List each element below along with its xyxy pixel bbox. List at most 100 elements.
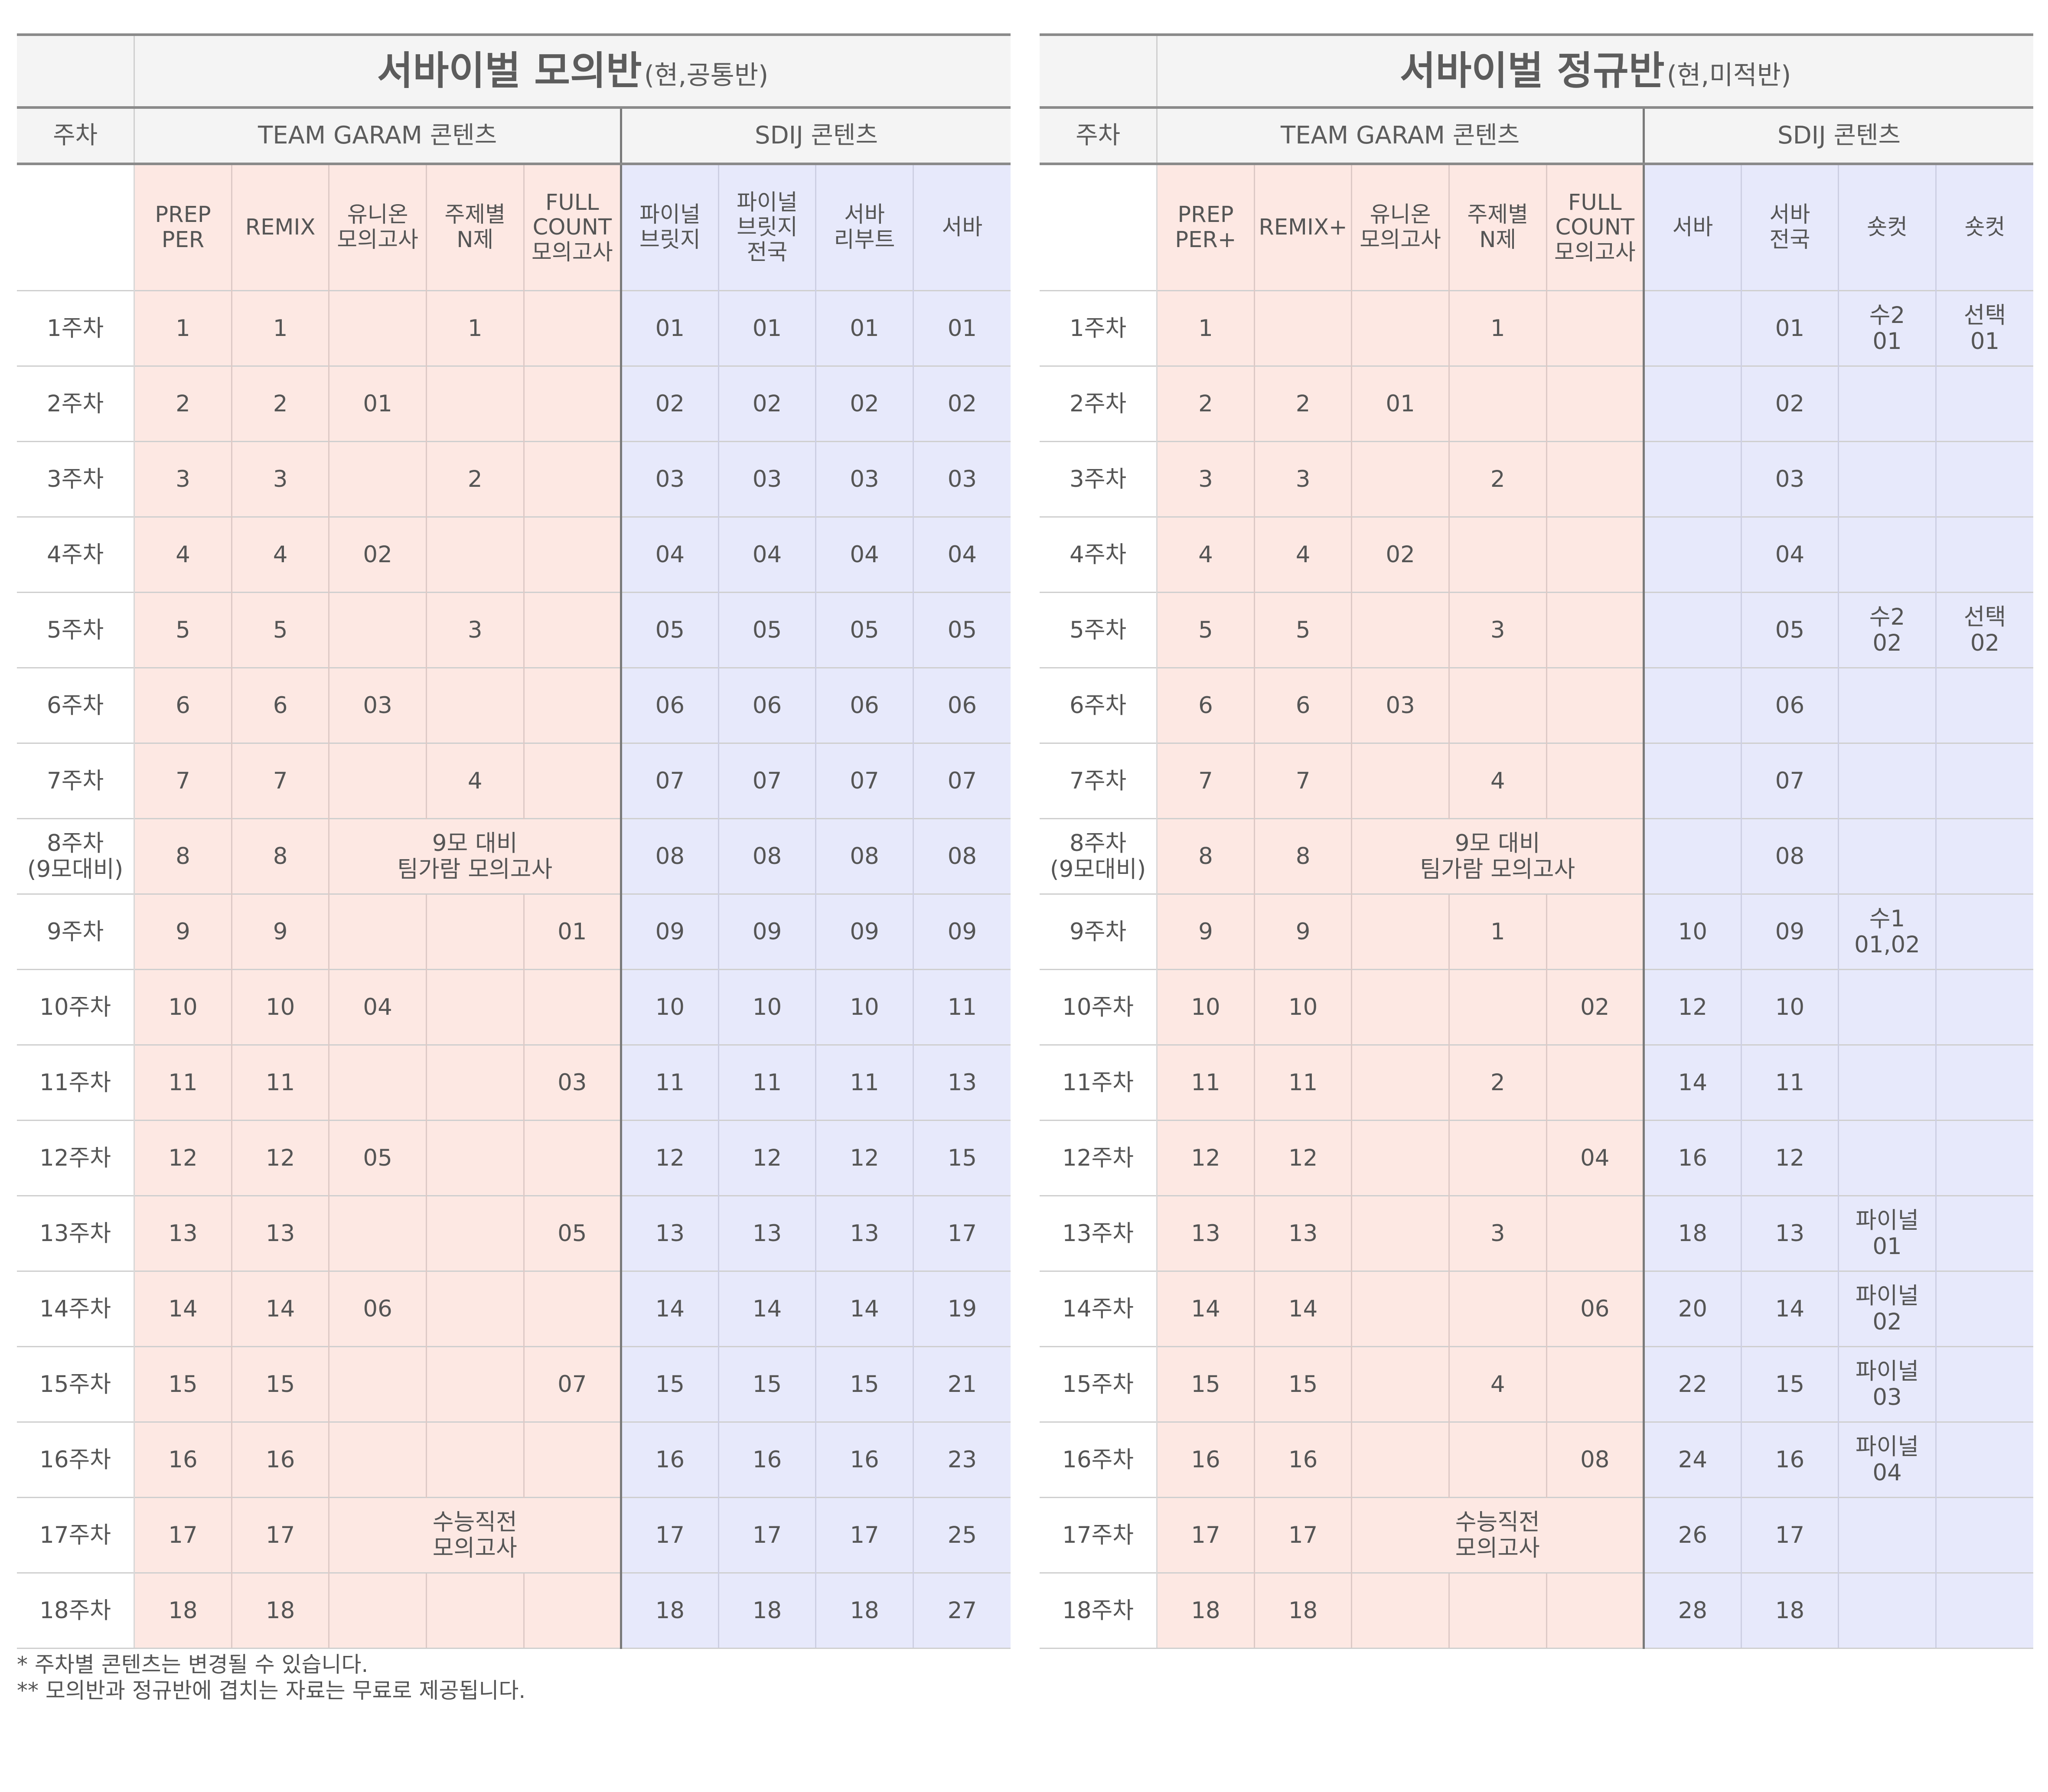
table-cell	[1546, 516, 1644, 593]
column-header: 유니온 모의고사	[1351, 163, 1449, 291]
table-cell: 13	[912, 1044, 1011, 1121]
table-cell: 17	[1253, 1497, 1352, 1573]
table-cell: 13	[1740, 1195, 1839, 1271]
table-cell	[523, 290, 621, 366]
table-cell: 15	[815, 1346, 913, 1422]
table-cell	[328, 1195, 427, 1271]
table-cell: 12	[620, 1120, 719, 1196]
table-cell: 05	[912, 592, 1011, 668]
table-cell: 06	[1740, 667, 1839, 743]
table-cell: 10	[815, 969, 913, 1045]
table-cell: 07	[1740, 743, 1839, 819]
table-cell: 02	[328, 516, 427, 593]
week-label: 18주차	[1040, 1572, 1158, 1649]
table-cell: 03	[328, 667, 427, 743]
table-cell: 16	[1740, 1421, 1839, 1498]
table-cell	[1838, 743, 1936, 819]
column-header-corner	[1040, 163, 1158, 291]
table-cell: 09	[912, 893, 1011, 970]
table-cell: 01	[1740, 290, 1839, 366]
table-cell: 05	[717, 592, 816, 668]
table-cell	[1546, 743, 1644, 819]
table-cell: 2	[134, 365, 232, 442]
week-label: 10주차	[1040, 969, 1158, 1045]
table-cell: 17	[620, 1497, 719, 1573]
table-cell: 01	[912, 290, 1011, 366]
table-cell: 4	[425, 743, 524, 819]
table-cell: 01	[815, 290, 913, 366]
table-cell: 16	[1156, 1421, 1255, 1498]
table-cell	[1838, 365, 1936, 442]
table-cell	[1935, 1120, 2033, 1196]
table-cell: 4	[1253, 516, 1352, 593]
table-cell	[1838, 1572, 1936, 1649]
table-cell	[523, 1572, 621, 1649]
table-cell: 4	[1448, 743, 1547, 819]
table-cell	[1838, 441, 1936, 517]
table-cell: 15	[134, 1346, 232, 1422]
table-cell: 11	[134, 1044, 232, 1121]
table-cell: 27	[912, 1572, 1011, 1649]
column-header: 서바	[912, 163, 1011, 291]
week-label: 15주차	[1040, 1346, 1158, 1422]
table-cell: 3	[1253, 441, 1352, 517]
table-cell: 09	[620, 893, 719, 970]
table-cell	[1448, 1572, 1547, 1649]
table-cell: 17	[1740, 1497, 1839, 1573]
table-cell: 1	[1448, 893, 1547, 970]
sdij-group-header: SDIJ 콘텐츠	[620, 108, 1011, 165]
table-cell	[1351, 1421, 1449, 1498]
table-cell: 3	[1448, 1195, 1547, 1271]
table-row: 17주차 17 17 수능직전 모의고사 17 17 17 25	[17, 1497, 1011, 1573]
table-cell: 2	[1156, 365, 1255, 442]
table-cell: 4	[1448, 1346, 1547, 1422]
week-label: 1주차	[17, 290, 135, 366]
table-cell	[328, 592, 427, 668]
table-cell	[328, 290, 427, 366]
table-cell	[1935, 1497, 2033, 1573]
table-cell	[1351, 743, 1449, 819]
table-cell: 03	[523, 1044, 621, 1121]
table-cell	[1546, 365, 1644, 442]
survival-regular-schedule-table: 서바이벌 정규반 (현,미적반) 주차 TEAM GARAM 콘텐츠 SDIJ …	[1040, 33, 2033, 1649]
table-cell: 16	[1643, 1120, 1741, 1196]
week-label: 9주차	[17, 893, 135, 970]
table-cell	[1351, 441, 1449, 517]
table-cell: 06	[717, 667, 816, 743]
table-cell: 3	[134, 441, 232, 517]
week-label: 3주차	[17, 441, 135, 517]
table-cell: 12	[1740, 1120, 1839, 1196]
table-row: 2주차 2 2 01 02	[1040, 365, 2033, 442]
table-cell	[523, 516, 621, 593]
week-label: 13주차	[17, 1195, 135, 1271]
column-header: 유니온 모의고사	[328, 163, 427, 291]
table-cell: 12	[815, 1120, 913, 1196]
week-label: 8주차 (9모대비)	[1040, 818, 1158, 894]
table-cell: 2	[1253, 365, 1352, 442]
footnote: * 주차별 콘텐츠는 변경될 수 있습니다.	[17, 1652, 369, 1677]
table-cell: 01	[523, 893, 621, 970]
table-cell: 03	[815, 441, 913, 517]
table-cell: 01	[620, 290, 719, 366]
table-cell	[1935, 1195, 2033, 1271]
table-cell: 3	[231, 441, 329, 517]
table-cell: 23	[912, 1421, 1011, 1498]
table-row: 4주차 4 4 02 04 04 04 04	[17, 516, 1011, 593]
table-cell	[1838, 818, 1936, 894]
table-cell: 11	[1740, 1044, 1839, 1121]
table-cell: 8	[1156, 818, 1255, 894]
week-label: 2주차	[1040, 365, 1158, 442]
table-cell	[328, 1044, 427, 1121]
table-cell	[1351, 969, 1449, 1045]
column-header: 주제별 N제	[425, 163, 524, 291]
table-cell	[1838, 516, 1936, 593]
table-cell: 12	[1643, 969, 1741, 1045]
table-cell: 15	[912, 1120, 1011, 1196]
table-cell: 11	[231, 1044, 329, 1121]
table-row: 16주차 16 16 08 24 16 파이널 04	[1040, 1421, 2033, 1498]
table-cell	[1643, 290, 1741, 366]
table-cell: 18	[1643, 1195, 1741, 1271]
table-cell	[523, 743, 621, 819]
table-cell: 6	[1253, 667, 1352, 743]
column-header: 서바 리부트	[815, 163, 913, 291]
